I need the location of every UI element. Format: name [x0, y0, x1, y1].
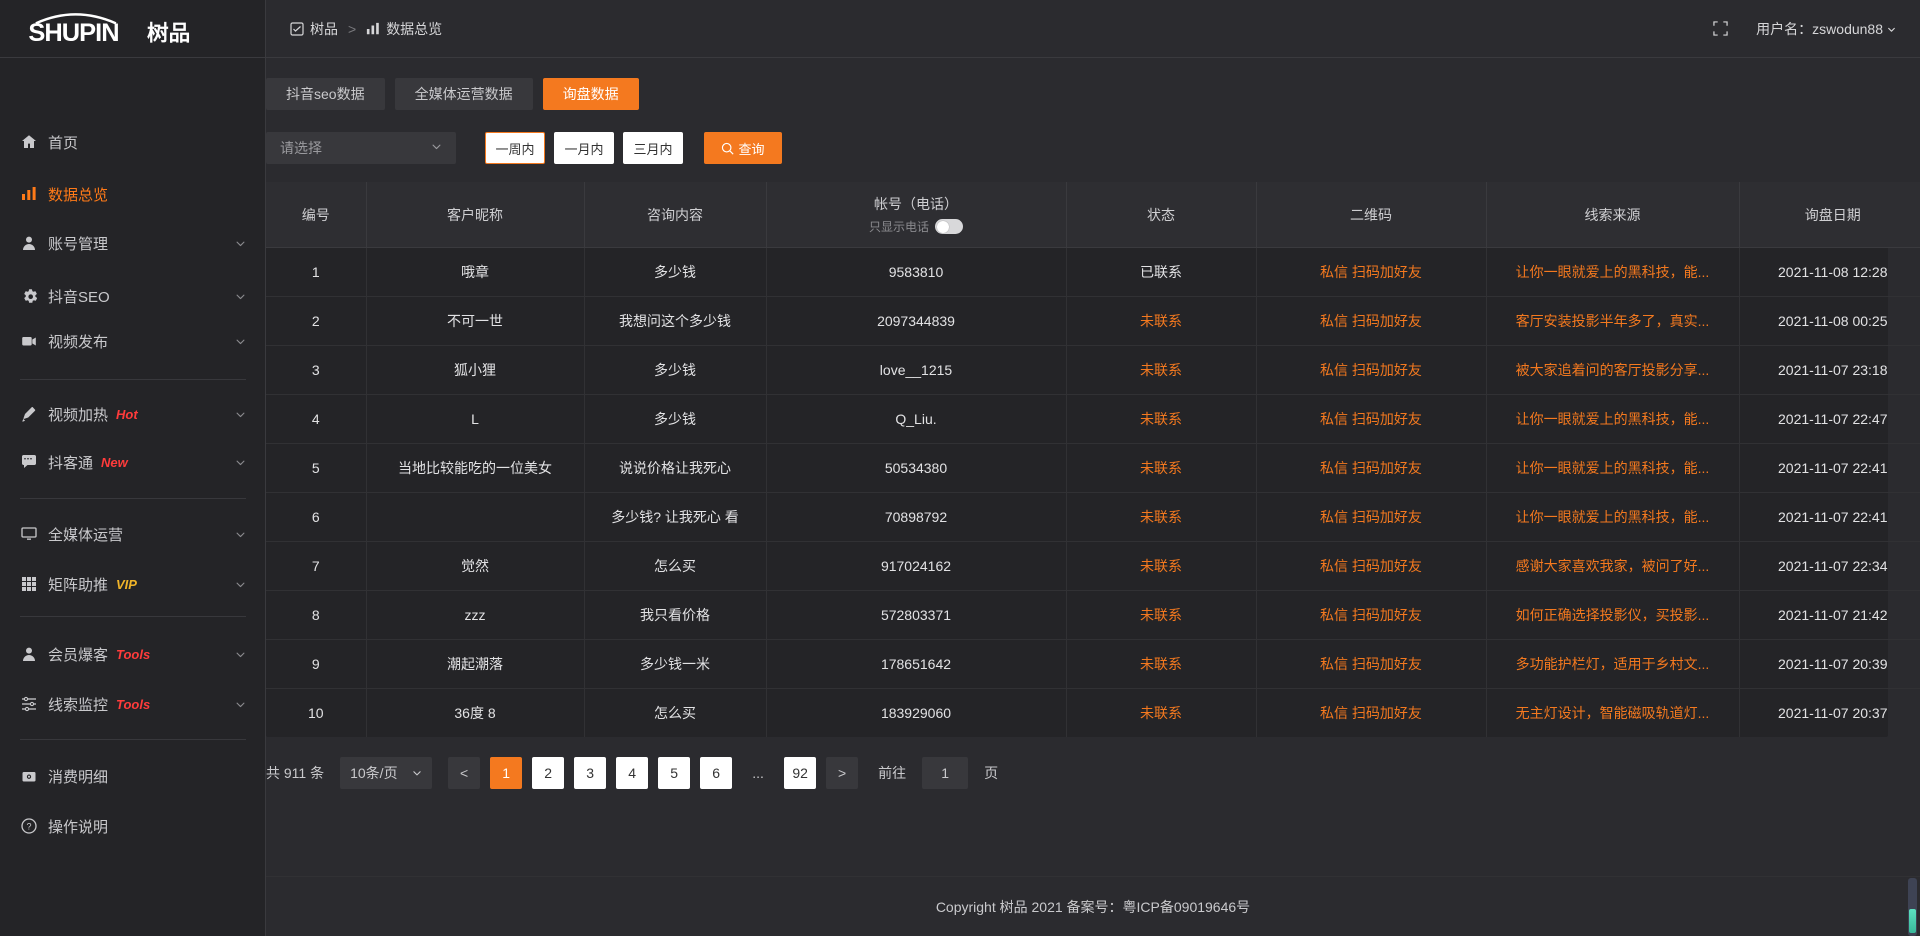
svg-text:树品: 树品 [147, 20, 190, 45]
svg-text:?: ? [26, 822, 31, 832]
svg-text:SHUPIN: SHUPIN [28, 19, 118, 45]
